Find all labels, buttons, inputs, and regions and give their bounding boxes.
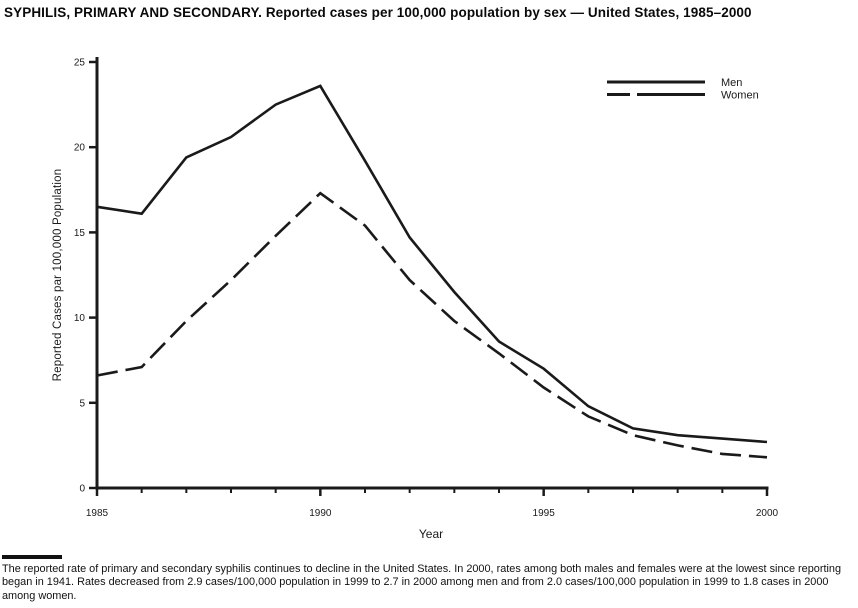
- x-tick-label: 1990: [309, 508, 332, 519]
- x-tick-label: 1995: [533, 508, 556, 519]
- y-axis-ticks: 0 5 10 15 20 25: [74, 58, 97, 495]
- legend: Men Women: [607, 77, 759, 102]
- footnote-separator: [2, 555, 62, 559]
- x-tick-label: 1985: [86, 508, 109, 519]
- axes: [95, 57, 769, 490]
- chart-caption: The reported rate of primary and seconda…: [2, 563, 842, 602]
- x-tick-label: 2000: [756, 508, 779, 519]
- chart-title: SYPHILIS, PRIMARY AND SECONDARY. Reporte…: [4, 5, 752, 20]
- y-tick-label: 15: [74, 228, 86, 239]
- axis-line: [95, 57, 769, 490]
- legend-men-label: Men: [721, 77, 742, 89]
- series-lines: [96, 84, 768, 459]
- y-tick-label: 0: [79, 484, 85, 495]
- y-axis-label: Reported Cases par 100,000 Population: [52, 168, 64, 382]
- y-tick-label: 10: [74, 313, 86, 324]
- series-line-women: [96, 191, 768, 459]
- y-tick-label: 5: [79, 398, 85, 409]
- series-line-men: [96, 84, 768, 444]
- legend-women-label: Women: [721, 90, 759, 102]
- chart-canvas: 0 5 10 15 20 25 1985 1990 1995 2000 Men Women: [74, 57, 779, 519]
- x-axis-label: Year: [418, 527, 444, 541]
- y-tick-label: 20: [74, 143, 86, 154]
- y-tick-label: 25: [74, 58, 86, 69]
- x-axis-ticks: 1985 1990 1995 2000: [86, 488, 779, 519]
